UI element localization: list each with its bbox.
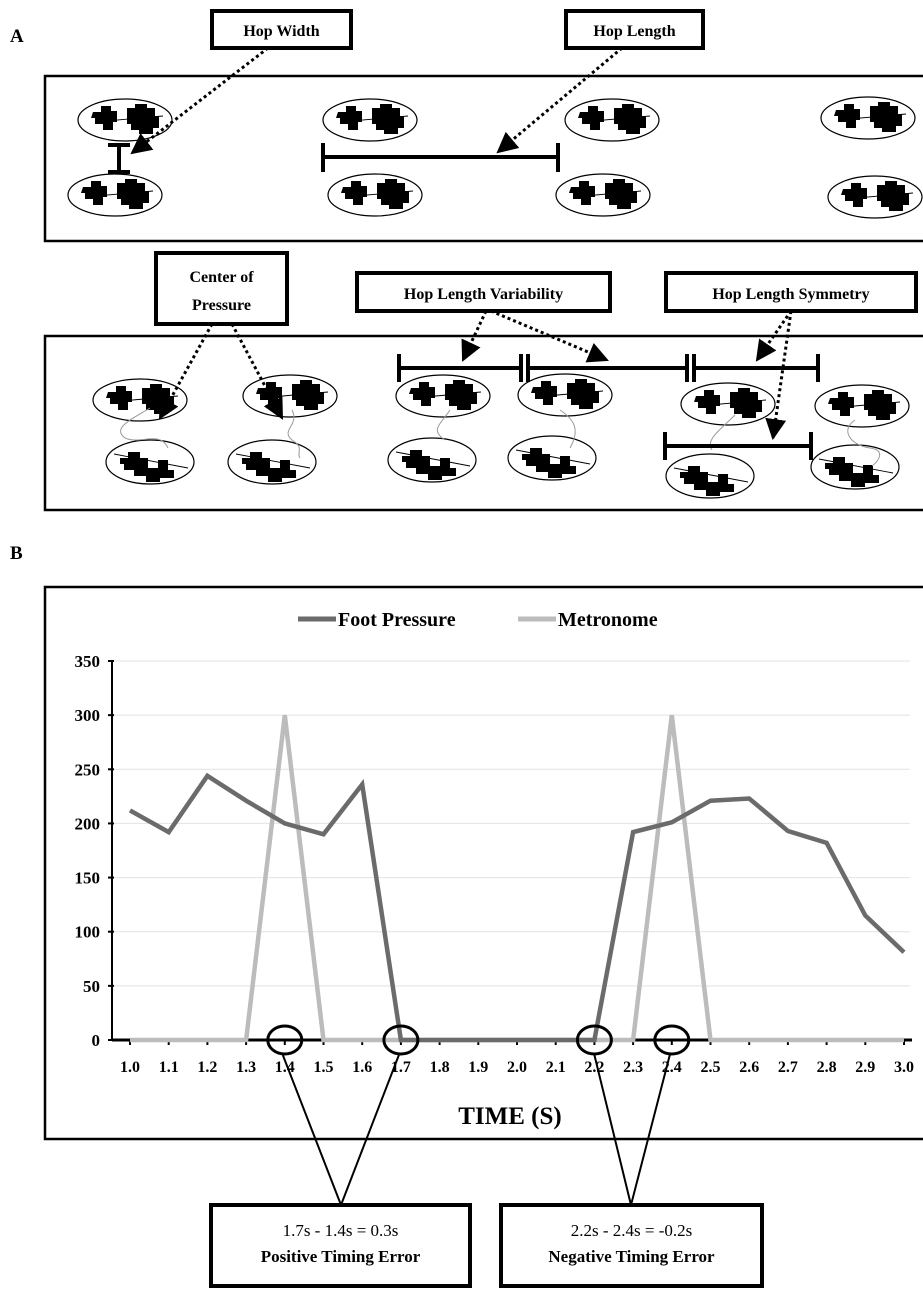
hop-width-callout xyxy=(210,9,353,50)
y-tick-label: 300 xyxy=(75,706,101,725)
hop-length-label: Hop Length xyxy=(593,23,675,40)
timing-connectors xyxy=(281,1054,671,1206)
series xyxy=(128,714,906,1043)
hop-width-label: Hop Width xyxy=(243,23,319,40)
hop-length-variability-callout xyxy=(355,271,612,313)
callout-arrows-bottom xyxy=(158,309,793,441)
x-tick-label: 2.7 xyxy=(778,1059,798,1076)
x-axis-title: TIME (S) xyxy=(458,1103,561,1130)
center-of-pressure-line2: Pressure xyxy=(192,297,251,314)
series-line-foot-pressure xyxy=(128,772,906,1043)
connector-line xyxy=(281,1054,342,1206)
hop-length-variability-label: Hop Length Variability xyxy=(404,286,563,303)
hop-width-bracket xyxy=(108,143,130,174)
x-tick-label: 2.2 xyxy=(584,1059,604,1076)
x-tick-label: 1.8 xyxy=(430,1059,450,1076)
hop-width-arrow xyxy=(130,46,269,155)
x-tick-label: 1.1 xyxy=(159,1059,179,1076)
connector-line xyxy=(340,1054,400,1206)
hop-length-bar xyxy=(321,143,560,172)
connector-line xyxy=(630,1054,671,1206)
y-tick-label: 200 xyxy=(75,814,101,833)
hop-length-callout xyxy=(564,9,705,50)
x-tick-label: 1.9 xyxy=(468,1059,488,1076)
x-tick-label: 1.6 xyxy=(352,1059,372,1076)
x-tick-label: 2.8 xyxy=(817,1059,837,1076)
x-tick-labels: 1.0 1.1 1.2 1.3 1.4 1.5 1.6 1.7 1.8 1.9 2.0 2.1 2.2 2… xyxy=(120,1059,914,1076)
y-tick-label: 150 xyxy=(75,869,101,888)
y-tick-labels: 0 50 100 150 200 250 300 350 xyxy=(75,652,101,1050)
timing-circles xyxy=(266,1024,691,1056)
positive-timing-error-box xyxy=(209,1203,472,1288)
x-tick-label: 1.0 xyxy=(120,1059,140,1076)
legend-label-metronome: Metronome xyxy=(558,609,658,631)
panel-a-label: A xyxy=(10,26,24,47)
hop-length-symmetry-label: Hop Length Symmetry xyxy=(712,286,869,303)
timing-circle xyxy=(653,1024,691,1056)
timing-circle xyxy=(382,1024,420,1056)
x-tick-label: 2.6 xyxy=(739,1059,759,1076)
x-tick-label: 2.1 xyxy=(546,1059,566,1076)
chart-frame xyxy=(43,585,923,1141)
y-tick-label: 250 xyxy=(75,760,101,779)
x-tick-label: 1.5 xyxy=(314,1059,334,1076)
positive-timing-title: Positive Timing Error xyxy=(261,1247,421,1266)
x-tick-label: 2.9 xyxy=(855,1059,875,1076)
y-tick-label: 350 xyxy=(75,652,101,671)
timing-circle xyxy=(266,1024,304,1056)
connector-line xyxy=(593,1054,632,1206)
negative-timing-error-box xyxy=(499,1203,764,1288)
x-tick-label: 1.3 xyxy=(236,1059,256,1076)
x-tick-label: 2.0 xyxy=(507,1059,527,1076)
positive-timing-equation: 1.7s - 1.4s = 0.3s xyxy=(283,1221,399,1240)
center-of-pressure-callout xyxy=(154,251,289,326)
negative-timing-title: Negative Timing Error xyxy=(548,1247,715,1266)
legend-label-foot-pressure: Foot Pressure xyxy=(338,609,456,631)
x-tick-label: 2.3 xyxy=(623,1059,643,1076)
timing-circle xyxy=(575,1024,613,1056)
x-tick-label: 3.0 xyxy=(894,1059,914,1076)
x-tick-label: 2.5 xyxy=(701,1059,721,1076)
center-of-pressure-line1: Center of xyxy=(189,269,254,286)
hop-length-variability-bars xyxy=(397,354,689,382)
hop-length-arrow xyxy=(496,46,623,154)
y-tick-label: 0 xyxy=(92,1031,101,1050)
panel-b-label: B xyxy=(10,543,23,564)
hop-length-symmetry-callout xyxy=(664,271,918,313)
negative-timing-equation: 2.2s - 2.4s = -0.2s xyxy=(571,1221,693,1240)
grid-lines xyxy=(112,660,910,987)
hop-length-symmetry-bars xyxy=(663,354,820,460)
chart-legend: Foot Pressure Metronome xyxy=(298,609,658,631)
footprint-panel-bottom xyxy=(43,334,923,512)
x-tick-label: 1.2 xyxy=(197,1059,217,1076)
y-tick-label: 50 xyxy=(83,977,100,996)
y-tick-label: 100 xyxy=(75,923,101,942)
